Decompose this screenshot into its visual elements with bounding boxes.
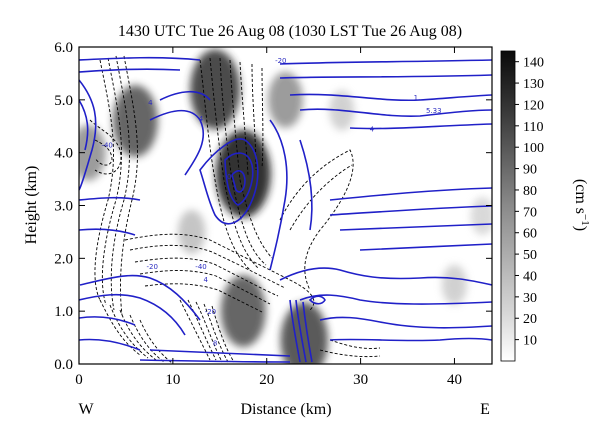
x-tick-label: 30	[353, 372, 368, 388]
contour-label-11: -40	[101, 141, 112, 149]
dashed-contours	[89, 55, 381, 364]
contour-label-7: 0	[227, 173, 231, 181]
y-axis-label: Height (km)	[23, 166, 40, 245]
x-tick-label: 40	[447, 372, 462, 388]
shaded-feature-3	[190, 49, 240, 130]
shaded-feature-0	[79, 124, 106, 181]
shaded-feature-7	[177, 209, 206, 254]
solid-contours	[79, 56, 492, 363]
colorbar-label-unit: (cm s	[572, 179, 589, 214]
colorbar-tick-label: 60	[523, 227, 537, 242]
contour-label-3: 1.	[414, 94, 421, 102]
colorbar-label: (cm s−1)	[572, 179, 591, 231]
x-axis: 0 10 20 30 40	[75, 47, 462, 388]
colorbar-tick-label: 50	[523, 248, 537, 263]
contour-label-2: 4	[370, 126, 375, 134]
y-tick-label: 4.0	[54, 146, 73, 162]
y-tick-label: 6.0	[54, 40, 73, 56]
contour-label-4: 5.33	[426, 107, 442, 115]
chart-title: 1430 UTC Tue 26 Aug 08 (1030 LST Tue 26 …	[118, 23, 462, 40]
y-tick-label: 2.0	[54, 251, 73, 267]
contour-label-6: 8	[213, 340, 217, 348]
colorbar-tick-label: 30	[523, 291, 537, 306]
contour-label-8: -20	[146, 263, 157, 271]
colorbar-tick-label: 20	[523, 312, 537, 327]
y-tick-label: 5.0	[54, 93, 73, 109]
colorbar-tick-label: 140	[523, 56, 544, 71]
colorbar-tick-label: 80	[523, 184, 537, 199]
colorbar	[500, 50, 516, 362]
colorbar-tick-label: 110	[523, 120, 543, 135]
colorbar-ticks: 10 20 30 40 50 60 70 80 90 100 110 120 130 140	[515, 56, 544, 349]
shaded-feature-4	[268, 71, 303, 128]
colorbar-label-exponent: −1	[579, 214, 591, 226]
colorbar-tick-label: 130	[523, 77, 544, 92]
contour-label-9: -20	[205, 308, 216, 316]
colorbar-tick-label: 100	[523, 141, 544, 156]
colorbar-tick-label: 70	[523, 205, 537, 220]
contour-label-5: 4	[203, 276, 208, 284]
shaded-feature-9	[441, 264, 467, 305]
x-axis-east-label: E	[480, 401, 490, 418]
colorbar-tick-label: 10	[523, 334, 537, 349]
x-tick-label: 10	[165, 372, 180, 388]
contour-label-0: 4	[148, 99, 153, 107]
x-tick-label: 20	[259, 372, 274, 388]
colorbar-label-close: )	[572, 226, 589, 231]
contour-label-1: 4	[199, 115, 204, 123]
shaded-feature-5	[220, 275, 266, 348]
contour-label-10: -40	[195, 263, 206, 271]
colorbar-tick-label: 120	[523, 98, 544, 113]
x-axis-label: Distance (km)	[240, 401, 331, 418]
shaded-feature-10	[470, 197, 492, 236]
y-tick-label: 3.0	[54, 199, 73, 215]
x-axis-west-label: W	[78, 401, 94, 418]
contour-label-12: -20	[275, 57, 286, 65]
y-tick-label: 1.0	[54, 304, 73, 320]
y-tick-label: 0.0	[54, 357, 73, 373]
colorbar-tick-label: 40	[523, 269, 537, 284]
y-axis: 0.01.02.03.04.05.06.0	[54, 40, 492, 373]
colorbar-tick-label: 90	[523, 163, 537, 178]
x-tick-label: 0	[75, 372, 83, 388]
